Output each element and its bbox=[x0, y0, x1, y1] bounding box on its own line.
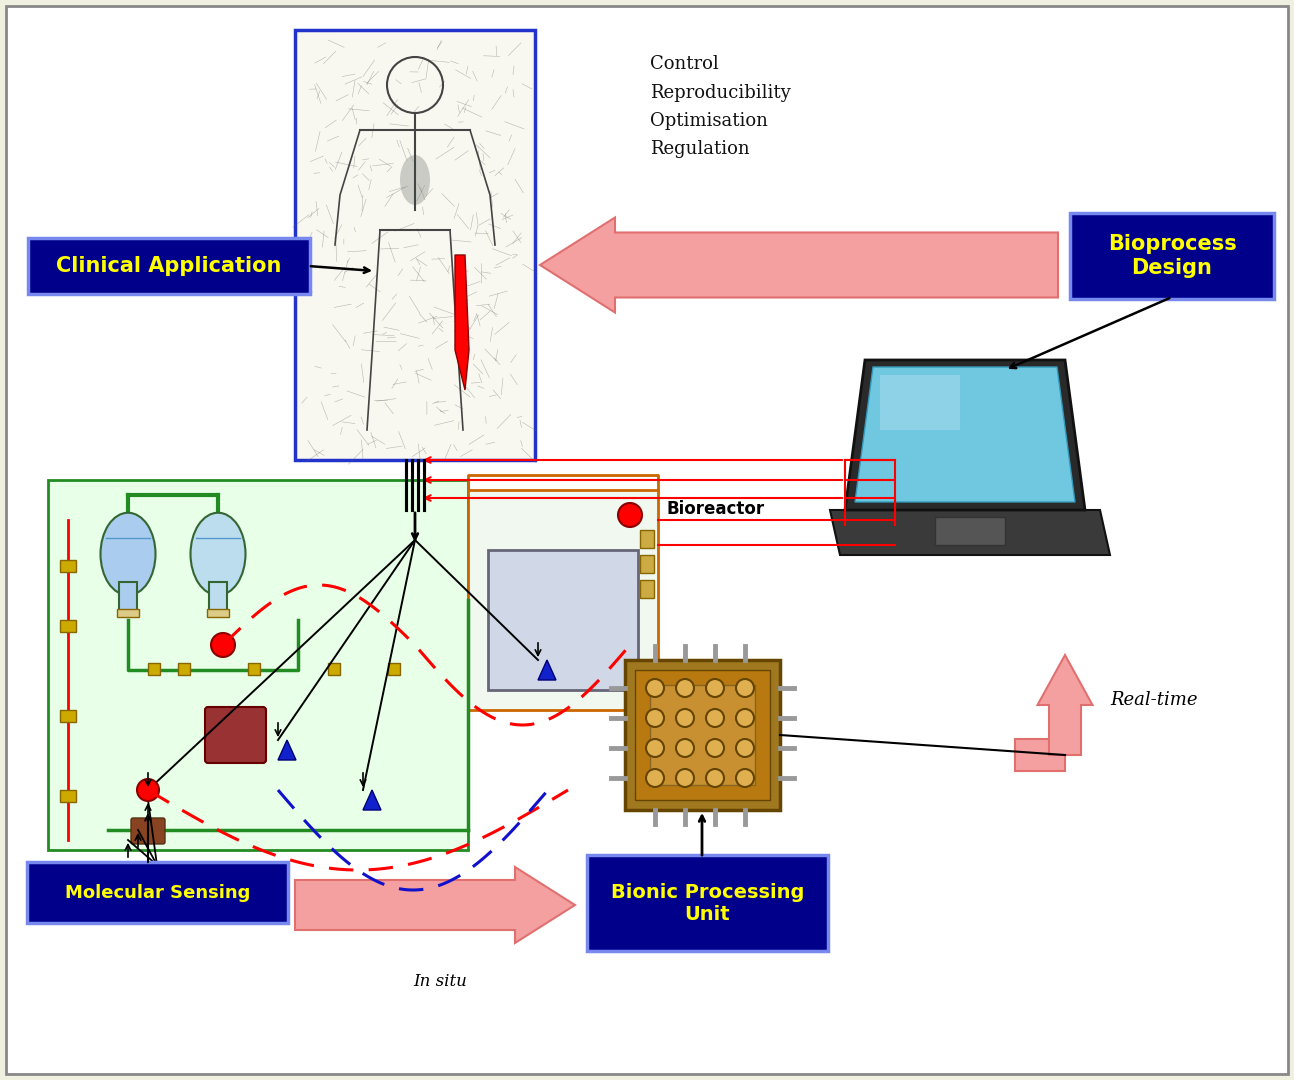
Circle shape bbox=[675, 769, 694, 787]
Polygon shape bbox=[364, 789, 380, 810]
Circle shape bbox=[736, 739, 754, 757]
Circle shape bbox=[736, 679, 754, 697]
Bar bbox=[327, 663, 340, 675]
Circle shape bbox=[707, 769, 725, 787]
Circle shape bbox=[646, 739, 664, 757]
FancyBboxPatch shape bbox=[27, 862, 289, 923]
Bar bbox=[116, 609, 138, 617]
Bar bbox=[468, 490, 659, 710]
Ellipse shape bbox=[190, 513, 246, 595]
Bar bbox=[248, 663, 260, 675]
Circle shape bbox=[707, 708, 725, 727]
Bar bbox=[60, 710, 76, 723]
Polygon shape bbox=[845, 360, 1084, 510]
Bar bbox=[936, 517, 1005, 545]
FancyArrow shape bbox=[540, 217, 1058, 312]
Polygon shape bbox=[829, 510, 1110, 555]
Text: In situ: In situ bbox=[413, 973, 467, 990]
Circle shape bbox=[675, 679, 694, 697]
Text: Control
Reproducibility
Optimisation
Regulation: Control Reproducibility Optimisation Reg… bbox=[650, 55, 791, 159]
FancyBboxPatch shape bbox=[1070, 213, 1275, 299]
Bar bbox=[880, 375, 960, 430]
Ellipse shape bbox=[101, 513, 155, 595]
Circle shape bbox=[137, 779, 159, 801]
Bar bbox=[641, 555, 653, 573]
FancyBboxPatch shape bbox=[587, 855, 828, 951]
Circle shape bbox=[646, 679, 664, 697]
Bar bbox=[641, 580, 653, 598]
Bar bbox=[60, 561, 76, 572]
Bar bbox=[207, 609, 229, 617]
FancyBboxPatch shape bbox=[28, 238, 311, 294]
Text: Bioprocess
Design: Bioprocess Design bbox=[1108, 234, 1236, 278]
Circle shape bbox=[646, 708, 664, 727]
Text: Real-time: Real-time bbox=[1110, 691, 1197, 708]
Polygon shape bbox=[855, 367, 1075, 502]
Polygon shape bbox=[455, 255, 468, 390]
Circle shape bbox=[736, 769, 754, 787]
Bar bbox=[210, 581, 226, 612]
Bar bbox=[179, 663, 190, 675]
Circle shape bbox=[619, 503, 642, 527]
Circle shape bbox=[646, 769, 664, 787]
Bar bbox=[295, 30, 534, 460]
Circle shape bbox=[707, 679, 725, 697]
Ellipse shape bbox=[400, 156, 430, 205]
Bar bbox=[641, 530, 653, 548]
Text: Bionic Processing
Unit: Bionic Processing Unit bbox=[611, 882, 804, 923]
Bar bbox=[650, 685, 754, 785]
Circle shape bbox=[675, 708, 694, 727]
Circle shape bbox=[211, 633, 236, 657]
FancyBboxPatch shape bbox=[204, 707, 267, 762]
Bar bbox=[60, 789, 76, 802]
Text: Clinical Application: Clinical Application bbox=[57, 256, 282, 276]
Text: Molecular Sensing: Molecular Sensing bbox=[65, 883, 250, 902]
Circle shape bbox=[736, 708, 754, 727]
Bar bbox=[388, 663, 400, 675]
FancyArrow shape bbox=[1014, 739, 1065, 771]
Polygon shape bbox=[538, 660, 556, 680]
Polygon shape bbox=[278, 740, 296, 760]
Bar bbox=[488, 550, 638, 690]
Bar bbox=[148, 663, 160, 675]
Circle shape bbox=[675, 739, 694, 757]
FancyArrow shape bbox=[295, 867, 575, 943]
FancyArrow shape bbox=[1038, 654, 1092, 755]
Bar bbox=[119, 581, 137, 612]
Bar bbox=[60, 620, 76, 632]
Bar bbox=[635, 670, 770, 800]
Circle shape bbox=[707, 739, 725, 757]
FancyBboxPatch shape bbox=[131, 818, 166, 843]
Bar bbox=[48, 480, 468, 850]
Bar bbox=[625, 660, 780, 810]
Text: Bioreactor: Bioreactor bbox=[666, 500, 765, 518]
